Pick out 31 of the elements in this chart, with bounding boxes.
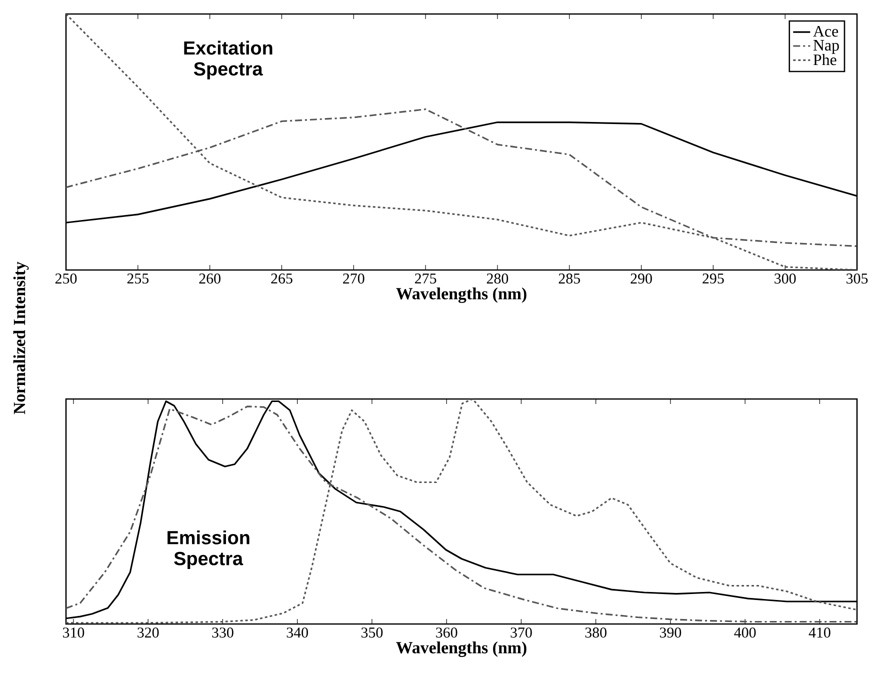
- x-tick-label: 285: [558, 274, 580, 284]
- x-tick-label: 360: [436, 628, 458, 638]
- annotation: Excitation Spectra: [184, 40, 272, 80]
- x-tick-label: 265: [271, 274, 292, 284]
- x-tick-label: 250: [55, 274, 77, 284]
- x-tick-label: 270: [343, 274, 364, 284]
- x-tick-label: 410: [808, 628, 830, 638]
- x-tick-label: 275: [414, 274, 436, 284]
- x-axis-title: Wavelengths (nm): [396, 287, 526, 303]
- x-tick-label: 330: [212, 628, 234, 638]
- x-tick-label: 290: [630, 274, 652, 284]
- x-tick-label: 295: [702, 274, 724, 284]
- legend-label: Phe: [813, 54, 836, 66]
- x-tick-label: 370: [510, 628, 532, 638]
- x-tick-label: 390: [660, 628, 682, 638]
- legend-label: Nap: [813, 40, 839, 54]
- x-tick-label: 350: [361, 628, 383, 638]
- legend-label: Ace: [813, 26, 838, 37]
- x-tick-label: 340: [286, 628, 308, 638]
- x-tick-label: 280: [486, 274, 508, 284]
- x-tick-label: 320: [138, 628, 159, 638]
- x-axis-title: Wavelengths (nm): [396, 641, 526, 657]
- x-tick-label: 260: [199, 274, 220, 284]
- x-tick-label: 305: [846, 274, 868, 284]
- annotation: Emission Spectra: [168, 530, 250, 570]
- y-axis-title: Normalized Intensity: [13, 262, 29, 414]
- x-tick-label: 255: [127, 274, 149, 284]
- x-tick-label: 310: [62, 628, 84, 638]
- x-tick-label: 400: [734, 628, 756, 638]
- x-tick-label: 300: [774, 274, 796, 284]
- x-tick-label: 380: [585, 628, 606, 638]
